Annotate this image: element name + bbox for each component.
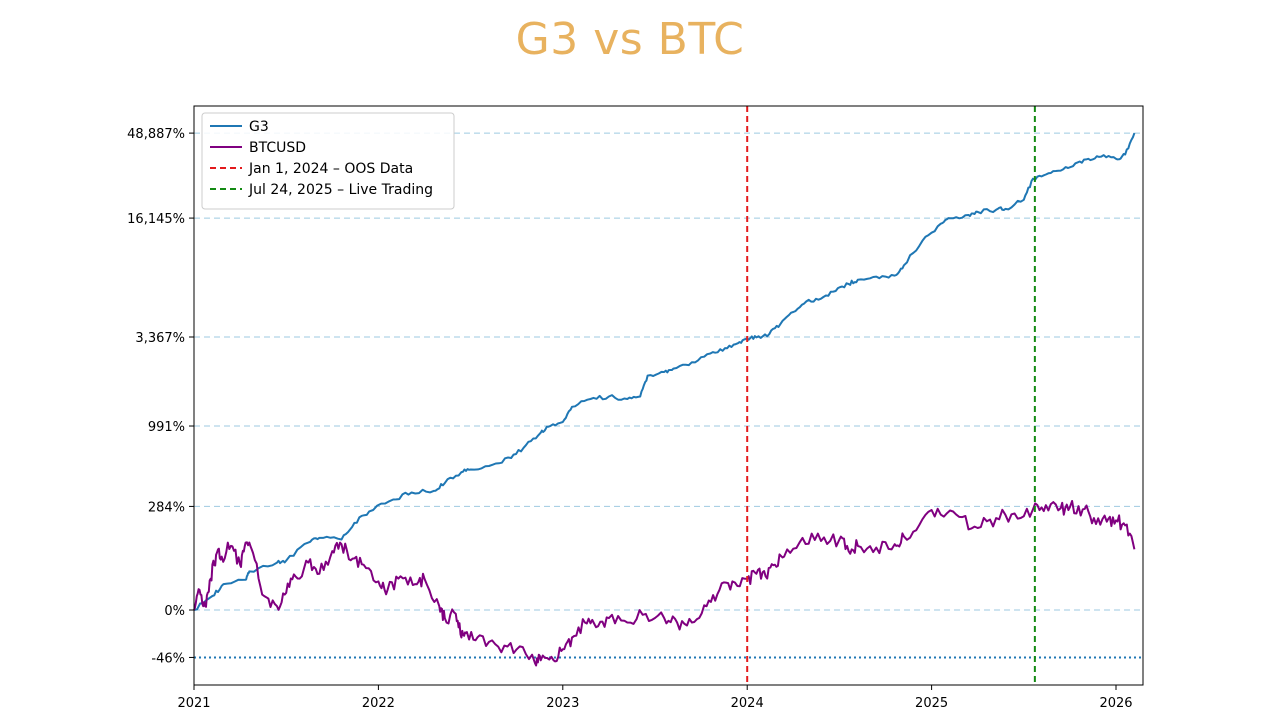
y-tick-label: 16,145% [127,212,185,227]
legend-label: G3 [249,119,269,135]
x-tick-label: 2024 [731,696,764,711]
legend-label: BTCUSD [249,140,306,156]
series-line-btcusd [193,500,1136,667]
plot-frame [193,105,1144,686]
x-tick-label: 2025 [915,696,948,711]
legend-box [201,112,455,210]
x-tick-label: 2023 [546,696,579,711]
legend-label: Jul 24, 2025 – Live Trading [248,182,433,198]
y-tick-label: 284% [148,500,185,515]
y-tick-label: 48,887% [127,127,185,142]
chart-title: G3 vs BTC [515,14,745,65]
x-tick-label: 2026 [1099,696,1132,711]
y-tick-label: 991% [148,420,185,435]
y-tick-label: -46% [151,651,185,666]
series-line-g3 [193,132,1136,611]
x-tick-label: 2021 [177,696,210,711]
y-tick-label: 0% [164,604,185,619]
legend-label: Jan 1, 2024 – OOS Data [248,161,413,177]
x-tick-label: 2022 [362,696,395,711]
y-tick-label: 3,367% [135,331,185,346]
